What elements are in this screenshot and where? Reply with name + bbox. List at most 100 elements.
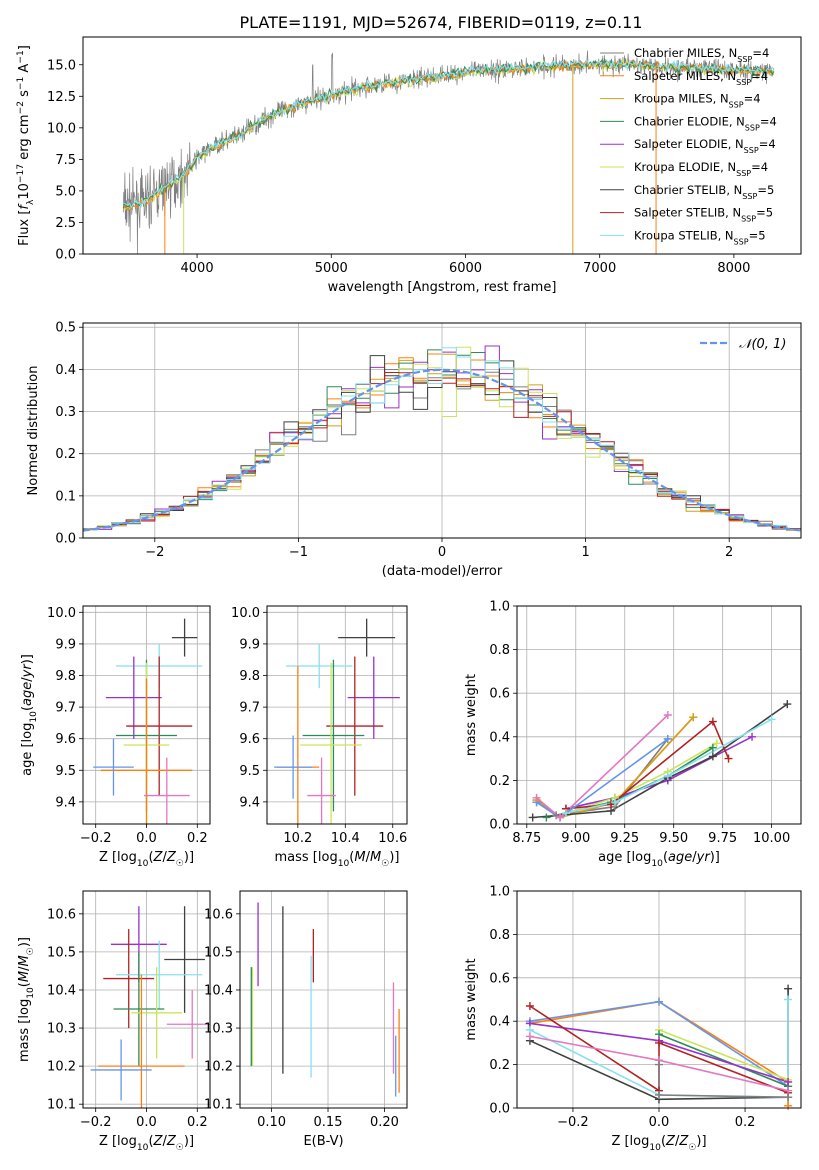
plot-area xyxy=(532,703,788,819)
x-tick-label: 9.25 xyxy=(610,831,639,846)
age-vs-metallicity-panel: −0.2 0.0 0.2 9.4 9.5 9.6 9.7 9.8 9.9 10.0 Z [log10… xyxy=(20,605,211,869)
y-tick-label: 9.9 xyxy=(239,637,260,652)
data-point-marker xyxy=(712,739,721,748)
y-tick-label: 5.0 xyxy=(55,184,76,199)
y-axis-label: age [log10(age/yr)] xyxy=(20,654,39,776)
series-line xyxy=(565,742,718,814)
y-tick-label: 2.5 xyxy=(55,216,76,231)
x-tick-label: 0.20 xyxy=(370,1115,399,1130)
data-point-marker xyxy=(532,793,541,802)
legend-label: Salpeter MILES, NSSP=4 xyxy=(634,69,768,87)
y-tick-label: 10.2 xyxy=(47,1060,76,1075)
data-point-marker xyxy=(663,772,672,781)
data-point-marker xyxy=(748,732,757,741)
data-point-marker xyxy=(655,1060,663,1069)
y-tick-label: 10.4 xyxy=(47,983,76,998)
y-tick-label: 9.4 xyxy=(239,795,260,810)
axes-frame xyxy=(82,322,802,539)
y-tick-label: 0.2 xyxy=(489,774,510,789)
x-tick-label: 1 xyxy=(581,545,589,560)
gridlines xyxy=(83,891,210,1108)
data-point-marker xyxy=(663,711,672,719)
x-axis-label: wavelength [Angstrom, rest frame] xyxy=(328,280,557,295)
gridlines xyxy=(517,605,801,825)
x-tick-label: 10.2 xyxy=(283,831,312,846)
x-axis-label: (data-model)/error xyxy=(382,564,503,579)
data-point-marker xyxy=(784,1077,793,1086)
x-axis-label: Z [log10(Z/Z☉)] xyxy=(99,850,194,869)
x-axis-label: Z [log10(Z/Z☉)] xyxy=(611,1134,706,1153)
plot-area xyxy=(93,618,203,824)
y-axis-label: Normed distribution xyxy=(26,366,41,496)
y-tick-label: 9.7 xyxy=(239,701,260,716)
gridlines xyxy=(240,891,407,1108)
x-tick-label: 8000 xyxy=(717,261,750,276)
y-tick-label: 9.5 xyxy=(239,764,260,779)
data-point-marker xyxy=(542,813,551,822)
y-tick-label: 10.5 xyxy=(47,945,76,960)
data-point-marker xyxy=(724,754,733,763)
y-tick-label: 0.0 xyxy=(55,248,76,263)
legend-label: Chabrier MILES, NSSP=4 xyxy=(634,46,769,64)
x-tick-label: 4000 xyxy=(181,261,214,276)
x-tick-label: 7000 xyxy=(583,261,616,276)
legend-label: Salpeter STELIB, NSSP=5 xyxy=(634,206,773,224)
x-tick-label: 9.50 xyxy=(659,831,688,846)
series-line xyxy=(532,703,788,819)
y-tick-label: 10.4 xyxy=(204,983,233,998)
data-point-marker xyxy=(708,743,717,752)
x-axis-label: mass [log10(M/M☉)] xyxy=(275,850,400,869)
y-tick-label: 10.6 xyxy=(204,907,233,922)
y-tick-label: 0.6 xyxy=(489,971,510,986)
data-point-marker xyxy=(689,713,698,722)
data-point-marker xyxy=(708,752,717,761)
y-axis-label: mass weight xyxy=(464,674,479,756)
plot-area xyxy=(122,50,775,254)
legend-label: Chabrier ELODIE, NSSP=4 xyxy=(634,114,777,131)
data-point-marker xyxy=(556,813,565,822)
y-tick-label: 15.0 xyxy=(47,58,76,73)
legend-label: Chabrier STELIB, NSSP=5 xyxy=(634,183,774,201)
x-tick-label: 0.2 xyxy=(187,1115,208,1130)
x-axis-label: age [log10(age/yr)] xyxy=(598,850,720,869)
series-line xyxy=(658,1029,789,1081)
y-tick-label: 9.6 xyxy=(239,732,260,747)
x-tick-label: −1 xyxy=(289,545,308,560)
axes-frame xyxy=(82,890,211,1109)
y-tick-label: 0.4 xyxy=(489,1015,510,1030)
data-point-marker xyxy=(525,1002,534,1011)
data-point-marker xyxy=(784,1093,793,1102)
y-tick-label: 10.3 xyxy=(47,1022,76,1037)
mass-vs-ebv-panel: 0.10 0.15 0.20 10.1 10.2 10.3 10.4 10.5 10.6 E(B-… xyxy=(204,890,408,1149)
legend-label: 𝒩(0, 1) xyxy=(739,337,786,352)
model-spectrum-line xyxy=(122,58,775,209)
y-tick-label: 9.7 xyxy=(55,701,76,716)
data-point-marker xyxy=(610,798,619,807)
y-tick-label: 0.8 xyxy=(489,643,510,658)
x-tick-label: 10.6 xyxy=(378,831,407,846)
data-point-marker xyxy=(561,809,570,818)
mass-weight-vs-metallicity-panel: −0.2 0.0 0.2 0.0 0.2 0.4 0.6 0.8 1.0 Z [log10(Z/Z… xyxy=(464,885,802,1153)
x-tick-label: 0.10 xyxy=(257,1115,286,1130)
data-point-marker xyxy=(655,997,663,1006)
y-tick-label: 0.4 xyxy=(55,363,76,378)
mass-vs-metallicity-panel: −0.2 0.0 0.2 10.1 10.2 10.3 10.4 10.5 10.6 Z [log… xyxy=(17,890,211,1153)
data-point-marker xyxy=(784,984,793,993)
x-tick-label: 10.4 xyxy=(331,831,360,846)
x-axis-label: Z [log10(Z/Z☉)] xyxy=(99,1134,194,1153)
histogram-step-line xyxy=(83,347,801,533)
x-tick-label: −0.2 xyxy=(80,831,112,846)
series-line xyxy=(565,720,730,810)
y-tick-label: 0.1 xyxy=(55,489,76,504)
data-point-marker xyxy=(784,995,793,1004)
x-tick-label: 0.0 xyxy=(649,1115,670,1130)
y-tick-label: 9.8 xyxy=(239,669,260,684)
mass-weight-vs-age-panel: 8.75 9.00 9.25 9.50 9.75 10.00 0.0 0.2 0.4 0.6 0.8… xyxy=(464,600,802,869)
x-tick-label: 2 xyxy=(725,545,733,560)
legend-label: Salpeter ELODIE, NSSP=4 xyxy=(634,137,776,155)
x-axis-label: E(B-V) xyxy=(303,1134,343,1149)
y-tick-label: 0.2 xyxy=(55,447,76,462)
series-line xyxy=(658,1033,789,1088)
legend: 𝒩(0, 1) xyxy=(700,337,786,352)
